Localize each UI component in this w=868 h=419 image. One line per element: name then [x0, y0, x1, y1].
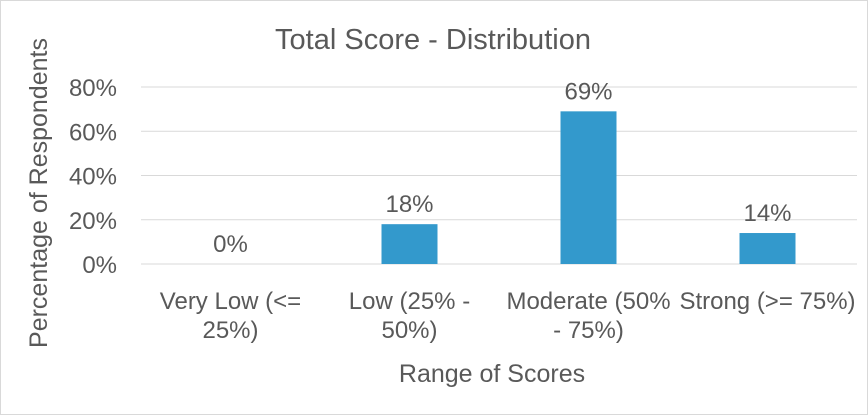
y-tick-label: 0%: [82, 252, 117, 279]
data-label: 14%: [743, 200, 791, 227]
data-label: 18%: [385, 191, 433, 218]
gridlines: [141, 86, 857, 265]
data-label: 0%: [213, 231, 248, 258]
x-axis-title: Range of Scores: [399, 360, 585, 388]
x-axis-categories: Very Low (<= 25%) Low (25% -50%) Moderate (…: [160, 288, 856, 344]
y-axis-title: Percentage of Respondents: [25, 38, 53, 348]
x-category-label: Strong (>= 75%): [679, 288, 855, 315]
data-label: 69%: [564, 78, 612, 105]
y-tick-label: 20%: [69, 208, 117, 235]
y-tick-label: 60%: [69, 119, 117, 146]
x-category-label: Very Low (<= 25%): [160, 288, 301, 344]
bars: [381, 111, 796, 265]
bar: [560, 111, 617, 265]
y-axis-ticks: 0% 20% 40% 60% 80%: [69, 75, 117, 279]
x-category-label: Low (25% -50%): [349, 288, 470, 344]
bar: [381, 224, 438, 264]
x-category-label: Moderate (50% - 75%): [506, 288, 670, 344]
data-labels: 0% 18% 69% 14%: [213, 78, 791, 258]
chart-title: Total Score - Distribution: [275, 24, 591, 56]
y-tick-label: 40%: [69, 164, 117, 191]
y-tick-label: 80%: [69, 75, 117, 102]
bar: [739, 233, 796, 264]
